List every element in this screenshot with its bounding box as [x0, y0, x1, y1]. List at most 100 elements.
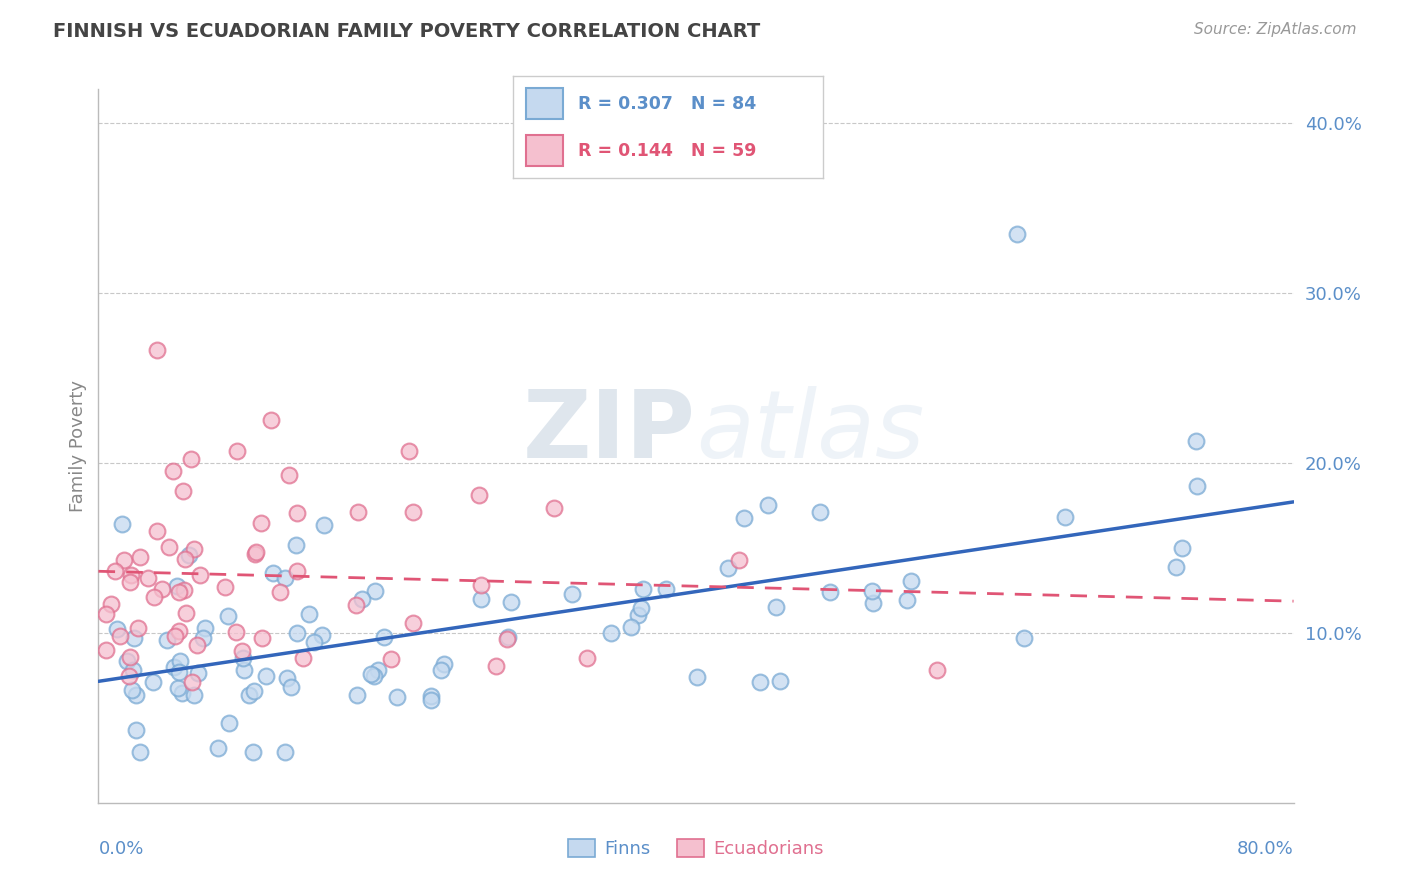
Point: [402, 615, 425, 630]
Point: [173, 583, 195, 598]
Point: [765, 599, 787, 614]
Point: [232, 651, 254, 665]
Point: [1184, 434, 1206, 448]
Point: [187, 665, 209, 680]
Point: [188, 567, 211, 582]
Text: R = 0.307   N = 84: R = 0.307 N = 84: [578, 95, 756, 112]
Point: [280, 680, 302, 694]
Point: [470, 577, 492, 591]
Point: [163, 660, 186, 674]
Point: [344, 599, 367, 613]
Point: [183, 688, 205, 702]
Point: [170, 686, 193, 700]
Point: [1005, 227, 1028, 241]
Text: FINNISH VS ECUADORIAN FAMILY POVERTY CORRELATION CHART: FINNISH VS ECUADORIAN FAMILY POVERTY COR…: [53, 22, 761, 41]
Point: [756, 499, 779, 513]
Point: [127, 621, 149, 635]
Point: [238, 688, 260, 702]
Point: [260, 413, 283, 427]
Point: [419, 693, 441, 707]
Point: [1166, 560, 1188, 574]
Point: [125, 723, 148, 738]
Point: [630, 601, 652, 615]
Point: [925, 663, 948, 677]
Legend: Finns, Ecuadorians: Finns, Ecuadorians: [561, 831, 831, 865]
Point: [311, 628, 333, 642]
Text: atlas: atlas: [696, 386, 924, 477]
Point: [364, 584, 387, 599]
Point: [94, 607, 117, 621]
Point: [250, 516, 273, 530]
Point: [243, 547, 266, 561]
Point: [225, 624, 247, 639]
Point: [183, 542, 205, 557]
Point: [191, 631, 214, 645]
Point: [314, 518, 336, 533]
Point: [900, 574, 922, 589]
Point: [277, 467, 299, 482]
Point: [118, 669, 141, 683]
Point: [167, 585, 190, 599]
Point: [145, 524, 167, 538]
Point: [207, 741, 229, 756]
Point: [167, 681, 190, 696]
Point: [217, 609, 239, 624]
Point: [398, 444, 420, 458]
Point: [470, 591, 492, 606]
Point: [350, 592, 373, 607]
Point: [115, 654, 138, 668]
Point: [128, 550, 150, 565]
Point: [276, 672, 298, 686]
Point: [146, 343, 169, 358]
Point: [716, 561, 738, 575]
Point: [269, 584, 291, 599]
Point: [380, 652, 402, 666]
Text: 0.0%: 0.0%: [98, 840, 143, 858]
Point: [142, 675, 165, 690]
Point: [231, 643, 253, 657]
Point: [165, 629, 187, 643]
Point: [385, 690, 408, 704]
Point: [94, 643, 117, 657]
Point: [111, 517, 134, 532]
Point: [172, 484, 194, 499]
Point: [561, 586, 583, 600]
Point: [285, 539, 308, 553]
Point: [162, 464, 184, 478]
Point: [143, 590, 166, 604]
Point: [250, 631, 273, 645]
Point: [120, 567, 142, 582]
Point: [896, 592, 918, 607]
Point: [499, 595, 522, 609]
Point: [633, 582, 655, 596]
Point: [108, 628, 131, 642]
Point: [104, 564, 127, 578]
Point: [298, 607, 321, 621]
Point: [733, 511, 755, 525]
Point: [121, 682, 143, 697]
Point: [1054, 509, 1077, 524]
Point: [304, 635, 326, 649]
Point: [686, 670, 709, 684]
Point: [122, 664, 145, 678]
Point: [485, 659, 508, 673]
Text: R = 0.144   N = 59: R = 0.144 N = 59: [578, 142, 756, 160]
Point: [728, 553, 751, 567]
Point: [346, 688, 368, 702]
Point: [818, 585, 841, 599]
Text: ZIP: ZIP: [523, 385, 696, 478]
Point: [363, 669, 385, 683]
Point: [169, 654, 191, 668]
Text: Source: ZipAtlas.com: Source: ZipAtlas.com: [1194, 22, 1357, 37]
Point: [285, 506, 308, 520]
Point: [468, 488, 491, 502]
Point: [285, 565, 308, 579]
Point: [576, 650, 599, 665]
Point: [498, 630, 520, 644]
Point: [285, 625, 308, 640]
Point: [433, 657, 456, 671]
Point: [118, 650, 141, 665]
Point: [360, 667, 382, 681]
Point: [181, 675, 204, 690]
Point: [112, 552, 135, 566]
